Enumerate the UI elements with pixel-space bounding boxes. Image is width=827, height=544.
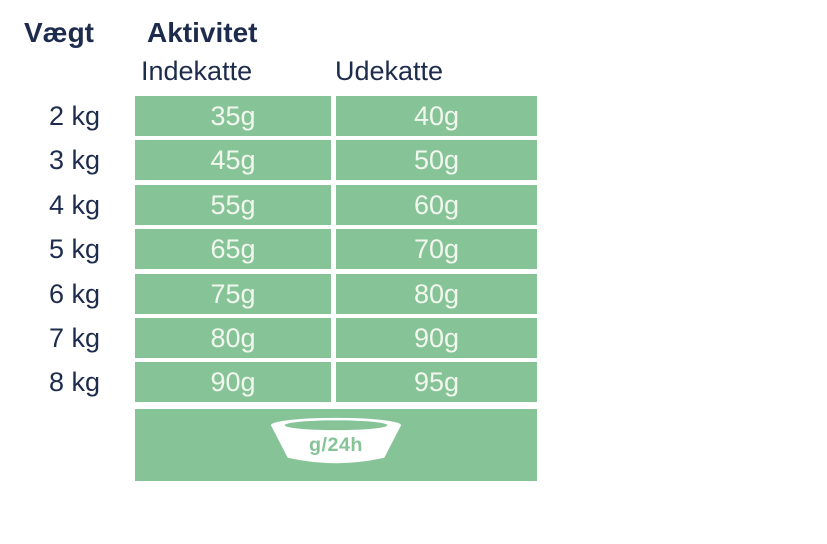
weight-column-header: Vægt (24, 17, 94, 48)
weight-label: 3 kg (48, 145, 100, 176)
outdoor-amount-cell: 70g (336, 229, 537, 270)
indoor-amount-cell: 35g (135, 96, 331, 136)
table-row: 5 kg 65g 70g (0, 229, 537, 270)
indoor-amount-cell: 90g (135, 362, 331, 403)
table-row: 6 kg 75g 80g (0, 273, 537, 314)
outdoor-amount-cell: 95g (336, 362, 537, 403)
weight-label: 5 kg (48, 234, 100, 265)
indoor-amount-cell: 80g (135, 317, 331, 358)
food-bowl-icon: g/24h (270, 417, 402, 464)
weight-label: 7 kg (48, 322, 100, 353)
activity-header: Aktivitet (147, 17, 258, 48)
indoor-amount-cell: 75g (135, 273, 331, 314)
indoor-cats-column-header: Indekatte (141, 56, 253, 86)
outdoor-amount-cell: 50g (336, 140, 537, 181)
table-row: 7 kg 80g 90g (0, 317, 537, 358)
indoor-amount-cell: 45g (135, 140, 331, 181)
feeding-table: 2 kg 35g 40g 3 kg 45g 50g 4 kg 55g 60g 5… (0, 96, 537, 407)
outdoor-amount-cell: 60g (336, 184, 537, 225)
weight-label: 4 kg (48, 189, 100, 220)
weight-label: 6 kg (48, 278, 100, 309)
outdoor-amount-cell: 40g (336, 96, 537, 136)
unit-footer-band: g/24h (135, 409, 537, 481)
outdoor-amount-cell: 90g (336, 317, 537, 358)
table-row: 3 kg 45g 50g (0, 140, 537, 181)
table-row: 2 kg 35g 40g (0, 96, 537, 136)
table-row: 8 kg 90g 95g (0, 362, 537, 403)
weight-label: 2 kg (48, 101, 100, 131)
weight-label: 8 kg (48, 367, 100, 398)
table-row: 4 kg 55g 60g (0, 184, 537, 225)
outdoor-amount-cell: 80g (336, 273, 537, 314)
indoor-amount-cell: 55g (135, 184, 331, 225)
outdoor-cats-column-header: Udekatte (335, 56, 444, 86)
indoor-amount-cell: 65g (135, 229, 331, 270)
unit-label: g/24h (309, 434, 363, 456)
